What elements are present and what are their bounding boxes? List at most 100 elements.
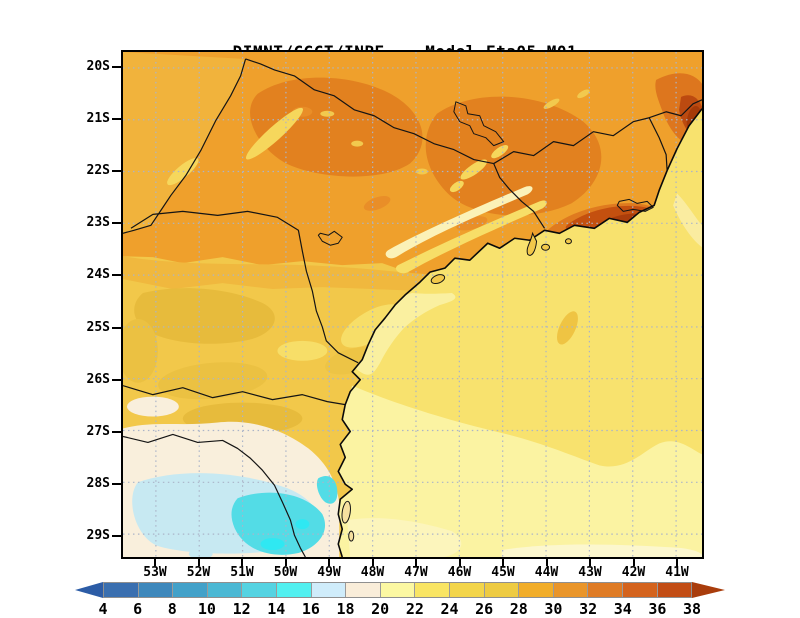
lon-tick	[241, 559, 243, 566]
temp-patch-cold-lightblue	[155, 478, 174, 487]
colorbar-tick-label: 20	[371, 600, 390, 618]
colorbar-segment	[518, 583, 553, 597]
colorbar-tick-label: 34	[613, 600, 632, 618]
temp-patch-cold-lightblue	[188, 549, 213, 557]
lon-tick-label: 42W	[621, 565, 646, 580]
state-border	[123, 433, 306, 557]
temp-patch-cold-cyan	[231, 492, 326, 555]
temp-streak	[491, 145, 509, 159]
lat-tick	[112, 534, 121, 537]
temp-streak	[449, 180, 464, 193]
lat-tick-label: 27S	[86, 423, 110, 439]
colorbar-tick-label: 28	[509, 600, 528, 618]
state-borders	[123, 58, 702, 557]
temp-patch-west-strip	[123, 52, 246, 234]
colorbar-segment	[310, 583, 346, 597]
temp-patch	[320, 110, 335, 117]
colorbar-tick-label: 36	[648, 600, 667, 618]
coastline	[337, 108, 702, 557]
lake-outline	[317, 230, 343, 246]
lake-outline	[453, 101, 505, 147]
ocean-coastal-pale-band	[356, 293, 456, 375]
colorbar-tick-label: 24	[440, 600, 459, 618]
colorbar-tick-label: 4	[98, 600, 108, 618]
island-outline	[430, 274, 446, 285]
lat-tick-label: 26S	[86, 371, 110, 387]
temp-patch-cream	[202, 429, 283, 456]
lat-tick	[112, 430, 121, 433]
temp-patch	[363, 196, 391, 211]
colorbar-segment	[104, 583, 138, 597]
lon-tick	[545, 559, 548, 566]
temp-patch-south-gold	[158, 362, 268, 400]
temp-streak	[460, 159, 488, 180]
lat-tick-label: 29S	[86, 527, 110, 543]
state-border	[493, 163, 546, 229]
colorbar-arrow-left	[75, 582, 103, 598]
colorbar-segment	[621, 583, 657, 597]
colorbar-tick-label: 30	[544, 600, 563, 618]
lat-tick	[112, 170, 121, 173]
temp-patch	[543, 98, 560, 109]
colorbar-arrow-right	[692, 582, 725, 598]
colorbar-tick-label: 10	[197, 600, 216, 618]
lat-tick-label: 24S	[86, 267, 110, 283]
lon-tick-label: 46W	[447, 565, 472, 580]
lon-tick	[502, 559, 504, 566]
state-border	[245, 58, 494, 165]
colorbar-segment	[379, 583, 415, 597]
colorbar-segment	[656, 583, 692, 597]
lon-tick	[458, 559, 461, 566]
lat-tick	[112, 326, 121, 329]
colorbar-tick-label: 16	[301, 600, 320, 618]
colorbar-tick-label: 14	[267, 600, 286, 618]
temperature-colorbar	[75, 582, 725, 598]
colorbar-segment	[275, 583, 311, 597]
colorbar-tick-label: 18	[336, 600, 355, 618]
ocean-light-region	[338, 385, 702, 557]
colorbar-tick-label: 38	[683, 600, 702, 618]
colorbar-segment	[587, 583, 622, 597]
island-outline	[541, 243, 551, 251]
temperature-field	[123, 52, 702, 557]
lon-tick-label: 47W	[404, 565, 428, 580]
lat-tick	[112, 222, 121, 225]
lat-tick-label: 21S	[86, 111, 110, 127]
temp-streak-valley-gold	[395, 200, 547, 274]
colorbar-segment	[206, 583, 242, 597]
colorbar-tick-label: 12	[232, 600, 251, 618]
map-plot-area	[121, 50, 704, 559]
temp-patch-south-gold	[123, 318, 158, 383]
temp-patch-cold-cyan	[316, 475, 338, 504]
lon-tick-label: 48W	[360, 565, 385, 580]
lon-tick	[328, 559, 330, 566]
colorbar-segment	[241, 583, 276, 597]
colorbar-tick-label: 32	[579, 600, 598, 618]
lon-tick-label: 44W	[534, 565, 559, 580]
island-outline	[348, 530, 355, 542]
lat-tick-label: 25S	[86, 319, 110, 335]
colorbar-segment	[414, 583, 449, 597]
lake-outlines	[317, 101, 654, 246]
lake-outline	[616, 198, 654, 212]
state-border	[648, 117, 668, 171]
colorbar-cells	[103, 582, 692, 598]
colorbar-tick-label: 8	[167, 600, 177, 618]
peninsula-outline	[526, 231, 538, 256]
lon-tick-label: 50W	[273, 565, 298, 580]
lon-tick-label: 52W	[186, 565, 211, 580]
lon-tick	[284, 559, 287, 566]
colorbar-segment	[448, 583, 484, 597]
ocean-warm-blob	[556, 311, 578, 345]
lat-tick	[112, 66, 121, 68]
lon-tick-label: 49W	[317, 565, 341, 580]
lon-tick	[371, 559, 374, 566]
lon-tick-label: 53W	[143, 565, 167, 580]
lon-tick-label: 41W	[665, 565, 689, 580]
lon-tick-label: 43W	[578, 565, 602, 580]
temp-patch	[577, 89, 590, 99]
lat-tick-label: 20S	[86, 59, 110, 74]
lat-tick-label: 28S	[86, 475, 110, 491]
temp-patch	[351, 140, 364, 147]
